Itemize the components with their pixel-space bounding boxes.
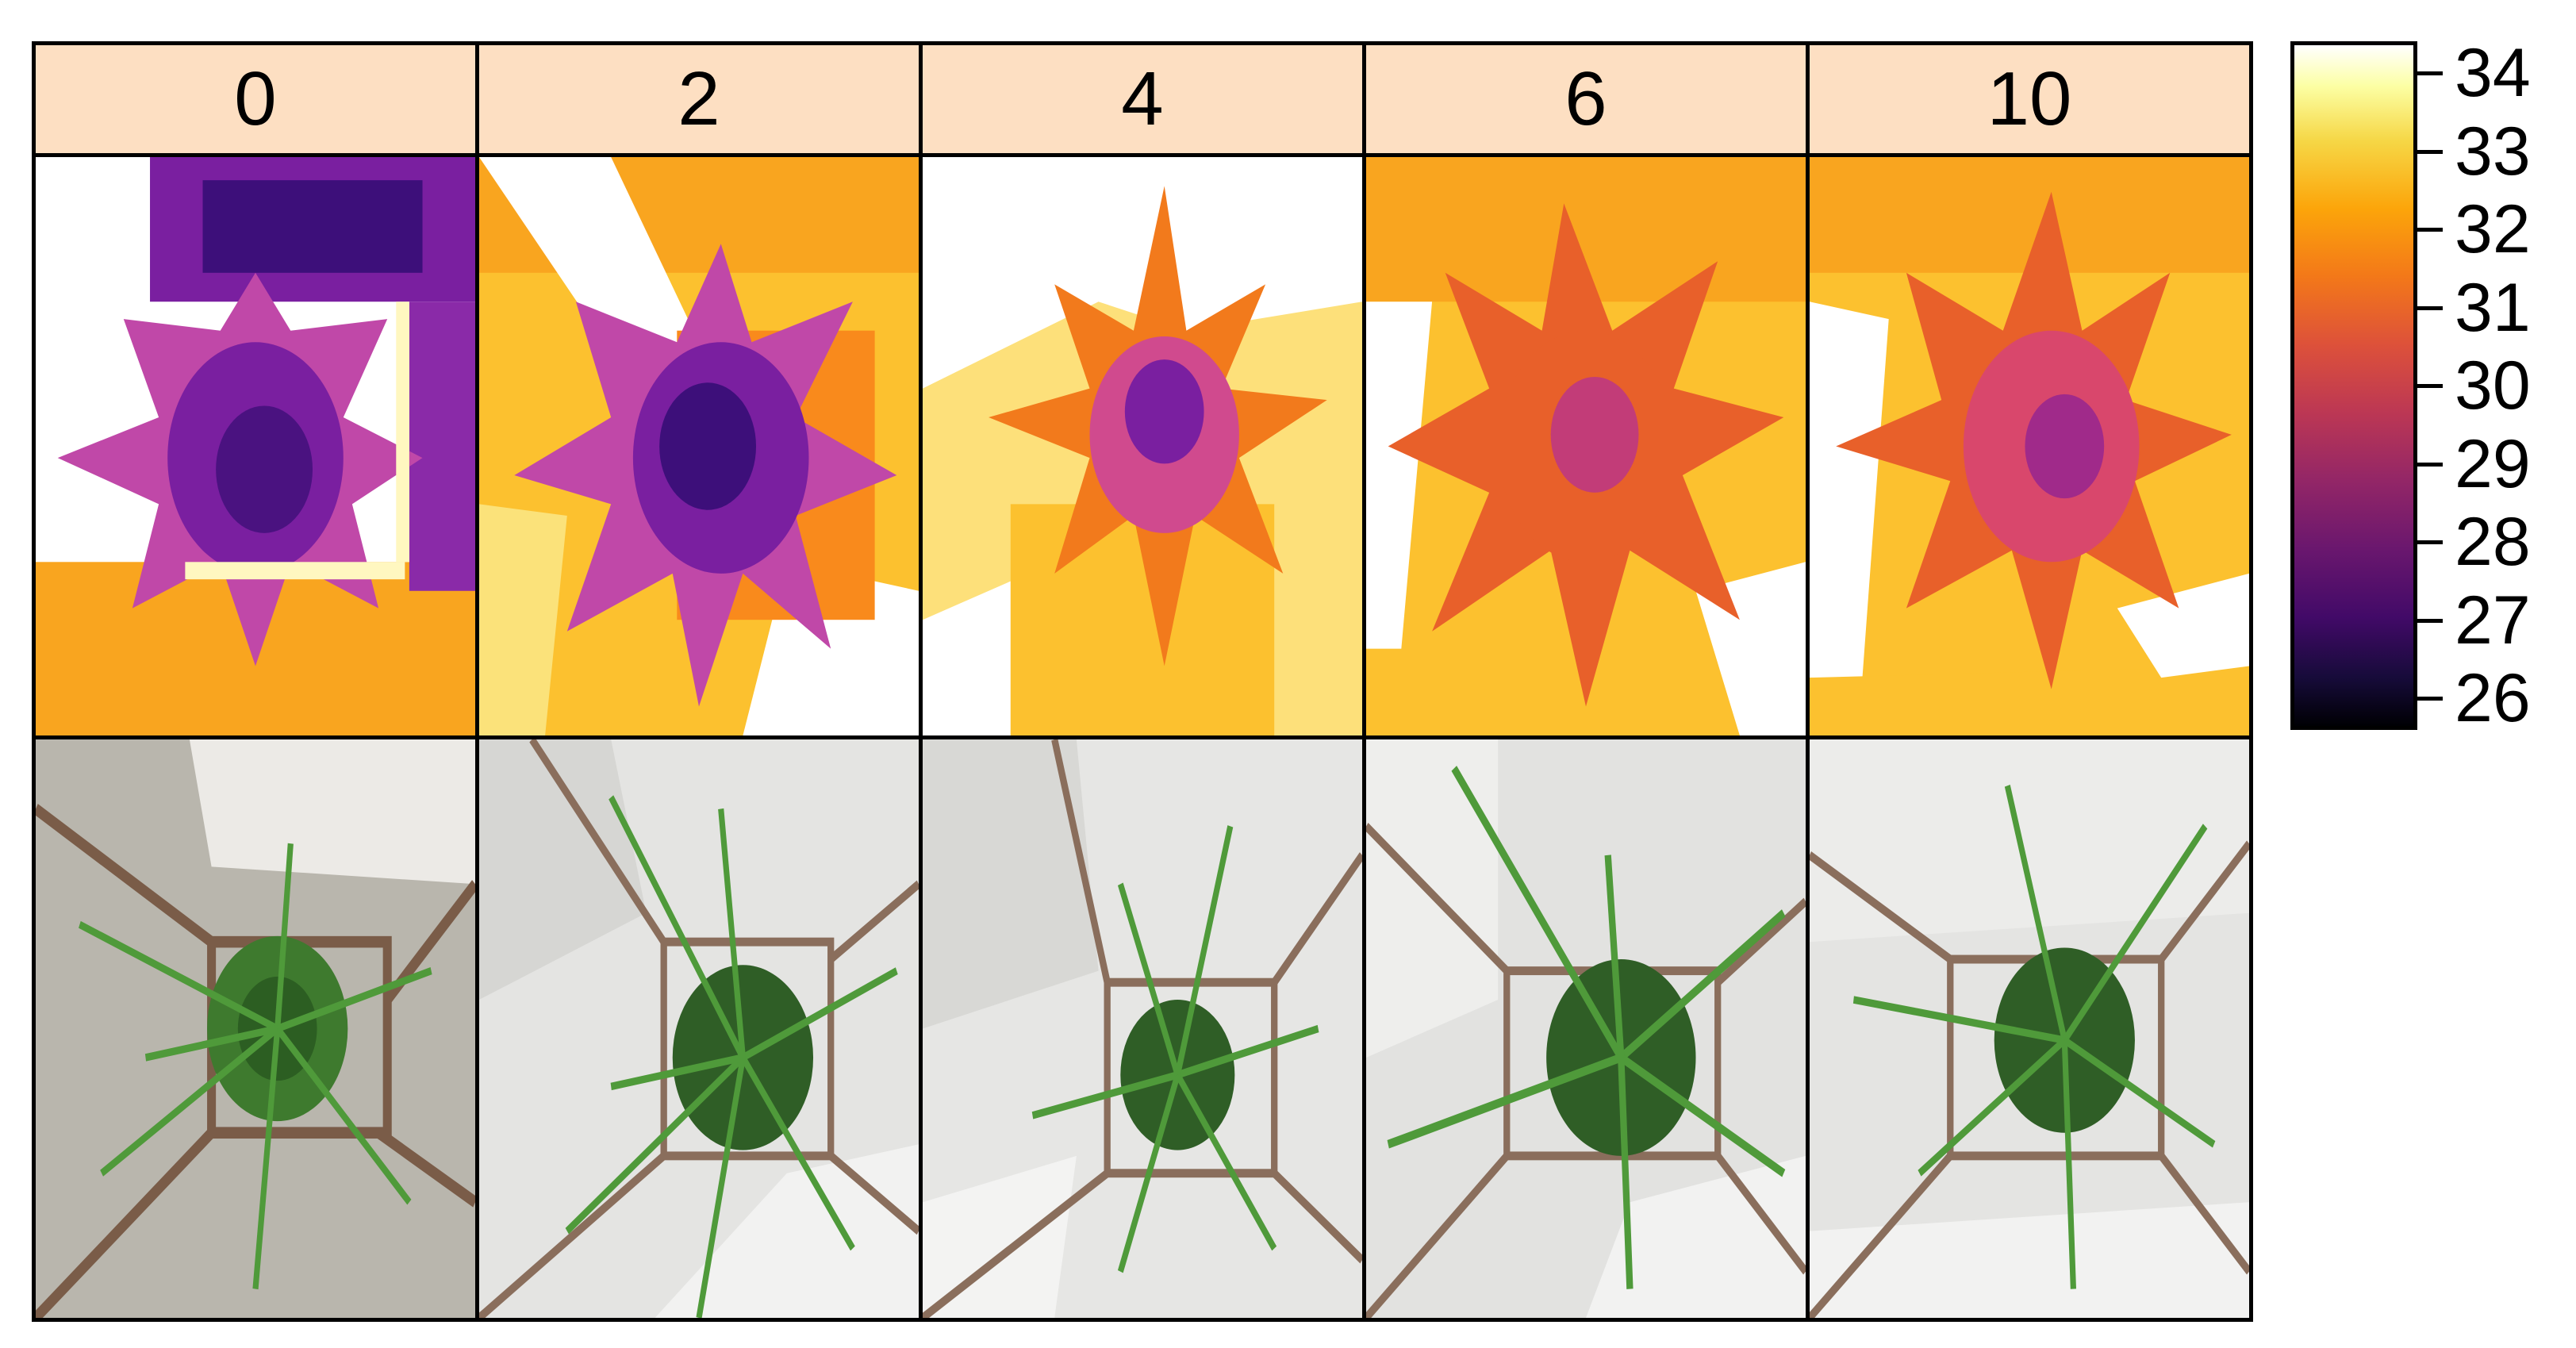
plant-photo-0-graphic	[36, 739, 475, 1318]
plant-photo-6	[1366, 739, 1806, 1318]
plant-photo-10-graphic	[1810, 739, 2249, 1318]
plant-photo-2	[479, 739, 919, 1318]
colorbar	[2290, 41, 2417, 730]
colorbar-tick	[2417, 71, 2443, 75]
colorbar-tick-label: 28	[2455, 504, 2531, 580]
colorbar-tick	[2417, 540, 2443, 544]
thermal-image-4	[923, 157, 1362, 735]
column-header-6: 6	[1366, 45, 1806, 153]
thermal-image-2	[479, 157, 919, 735]
thermal-image-4-graphic	[923, 157, 1362, 735]
thermal-image-2-graphic	[479, 157, 919, 735]
colorbar-tick-label: 34	[2455, 35, 2531, 111]
thermal-image-0-graphic	[36, 157, 475, 735]
plant-photo-4-graphic	[923, 739, 1362, 1318]
column-header-0: 0	[36, 45, 475, 153]
thermal-image-6-graphic	[1366, 157, 1806, 735]
thermal-image-10	[1810, 157, 2249, 735]
colorbar-tick	[2417, 697, 2443, 701]
thermal-image-10-graphic	[1810, 157, 2249, 735]
colorbar-tick-label: 31	[2455, 269, 2531, 346]
column-header-4: 4	[923, 45, 1362, 153]
column-header-10: 10	[1810, 45, 2249, 153]
plant-photo-0	[36, 739, 475, 1318]
colorbar-tick-label: 32	[2455, 191, 2531, 267]
colorbar-tick-label: 26	[2455, 660, 2531, 736]
colorbar-tick	[2417, 618, 2443, 623]
colorbar-tick	[2417, 384, 2443, 388]
colorbar-tick	[2417, 149, 2443, 154]
thermal-image-6	[1366, 157, 1806, 735]
plant-photo-4	[923, 739, 1362, 1318]
plant-photo-10	[1810, 739, 2249, 1318]
column-header-2: 2	[479, 45, 919, 153]
thermal-image-0	[36, 157, 475, 735]
colorbar-tick-label: 27	[2455, 582, 2531, 659]
image-grid: 0 2 4 6 10	[32, 41, 2253, 1322]
plant-photo-6-graphic	[1366, 739, 1806, 1318]
colorbar-tick	[2417, 462, 2443, 467]
colorbar-tick	[2417, 228, 2443, 232]
colorbar-tick-label: 29	[2455, 425, 2531, 502]
colorbar-tick	[2417, 305, 2443, 310]
colorbar-tick-label: 30	[2455, 348, 2531, 424]
colorbar-tick-label: 33	[2455, 113, 2531, 190]
plant-photo-2-graphic	[479, 739, 919, 1318]
